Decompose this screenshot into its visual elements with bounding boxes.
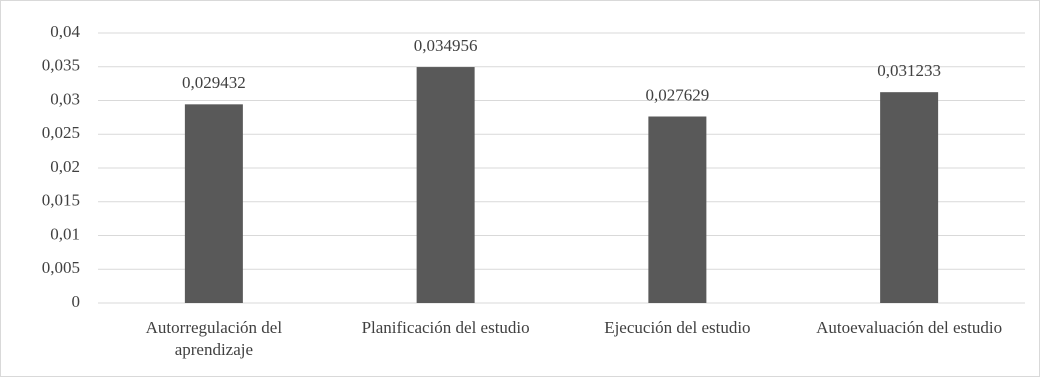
x-tick-label: Ejecución del estudio bbox=[604, 318, 751, 337]
y-tick-label: 0,035 bbox=[42, 56, 80, 75]
data-label: 0,029432 bbox=[182, 73, 246, 92]
y-tick-label: 0,02 bbox=[50, 157, 80, 176]
data-label: 0,031233 bbox=[877, 61, 941, 80]
y-tick-label: 0,04 bbox=[50, 22, 80, 41]
y-tick-label: 0,03 bbox=[50, 89, 80, 108]
y-tick-label: 0 bbox=[72, 292, 81, 311]
data-label: 0,027629 bbox=[646, 85, 710, 104]
bar bbox=[880, 92, 939, 304]
y-tick-label: 0,015 bbox=[42, 191, 80, 210]
bar bbox=[416, 67, 475, 303]
y-tick-label: 0,025 bbox=[42, 123, 80, 142]
x-tick-label: Planificación del estudio bbox=[361, 318, 530, 337]
y-tick-label: 0,01 bbox=[50, 224, 80, 243]
x-tick-label: Autorregulación del aprendizaje bbox=[145, 318, 283, 359]
y-tick-label: 0,005 bbox=[42, 258, 80, 277]
data-label: 0,034956 bbox=[414, 36, 478, 55]
bar bbox=[184, 104, 243, 303]
bar bbox=[648, 116, 707, 304]
x-tick-label: Autoevaluación del estudio bbox=[816, 318, 1003, 337]
